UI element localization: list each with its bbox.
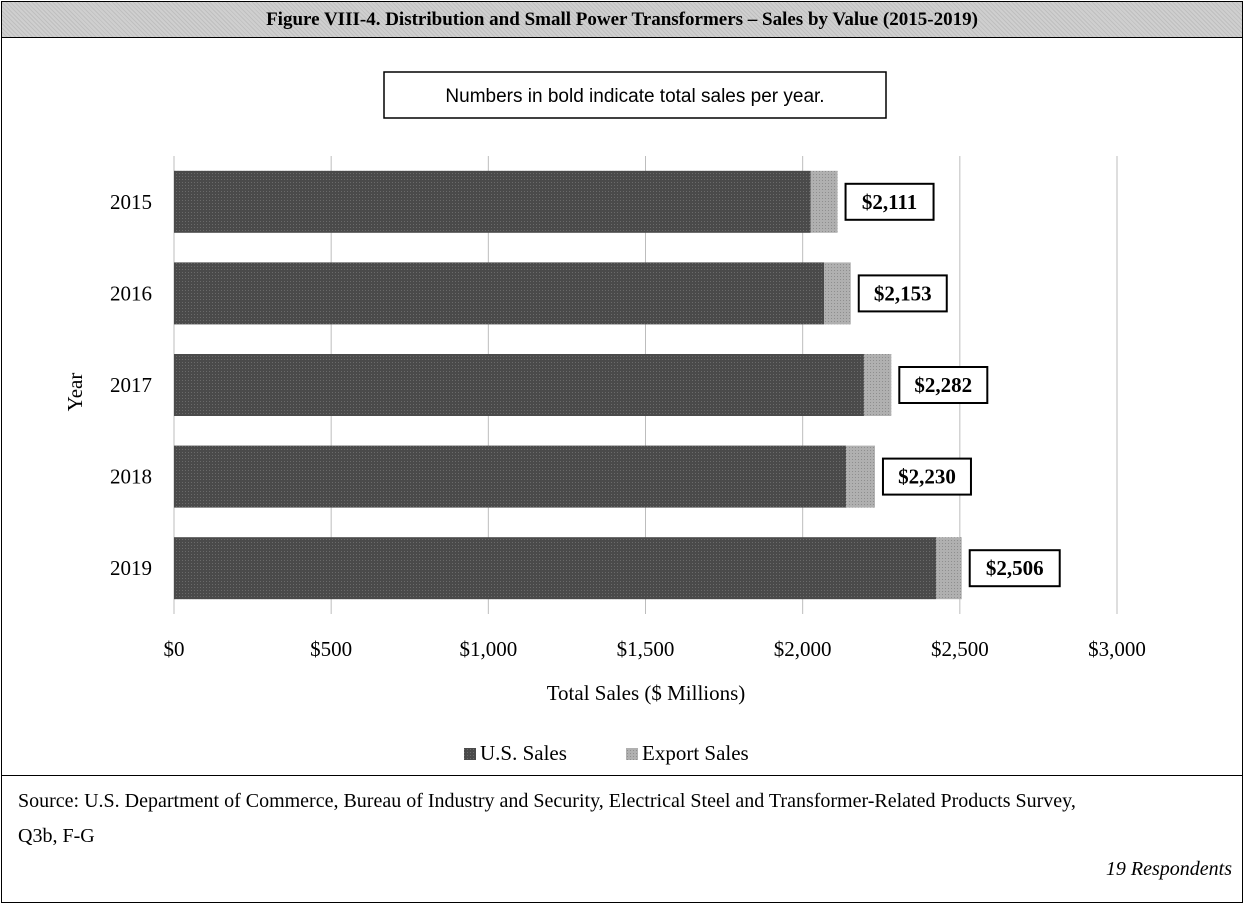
y-tick-label: 2016: [110, 281, 152, 305]
source-section: Source: U.S. Department of Commerce, Bur…: [2, 775, 1242, 904]
total-label-box: [898, 366, 989, 404]
legend-label-export-sales: Export Sales: [642, 741, 749, 765]
bar-export-sales: [846, 445, 875, 508]
x-tick-label: $2,000: [774, 637, 832, 661]
bar-us-sales: [174, 445, 847, 508]
y-tick-label: 2015: [110, 190, 152, 214]
total-label-box: [881, 457, 972, 496]
x-tick-label: $3,000: [1088, 637, 1146, 661]
note-box: [383, 71, 887, 119]
bar-us-sales: [174, 262, 825, 325]
y-tick-label: 2018: [110, 465, 152, 489]
bar-export-sales: [810, 170, 838, 233]
total-label: $2,282: [914, 373, 972, 397]
y-tick-label: 2019: [110, 556, 152, 580]
x-axis-title: Total Sales ($ Millions): [547, 681, 746, 705]
total-label: $2,506: [986, 556, 1044, 580]
total-label: $2,111: [862, 190, 917, 214]
total-label-box: [844, 182, 935, 221]
bar-export-sales: [936, 537, 962, 600]
x-tick-label: $0: [164, 637, 185, 661]
legend-swatch-us-sales: [464, 748, 476, 760]
y-axis-title: Year: [63, 373, 87, 412]
total-label: $2,153: [874, 281, 932, 305]
total-label: $2,230: [898, 465, 956, 489]
x-tick-label: $2,500: [931, 637, 989, 661]
chart: $0 $500 $1,000 $1,500 $2,000 $2,500 $3,000 2015…: [63, 71, 1146, 765]
source-text: Source: U.S. Department of Commerce, Bur…: [18, 790, 1076, 847]
bars: [174, 170, 962, 600]
bar-us-sales: [174, 170, 811, 233]
total-label-box: [857, 274, 948, 313]
note-text: Numbers in bold indicate total sales per…: [445, 86, 824, 107]
legend-label-us-sales: U.S. Sales: [480, 741, 567, 765]
bar-us-sales: [174, 354, 864, 416]
x-tick-label: $1,500: [617, 637, 675, 661]
legend: U.S. Sales Export Sales: [464, 741, 749, 765]
x-tick-label: $1,000: [459, 637, 517, 661]
bar-export-sales: [824, 262, 851, 325]
y-tick-label: 2017: [110, 373, 152, 397]
bar-us-sales: [174, 537, 937, 600]
bar-export-sales: [863, 354, 892, 416]
total-label-box: [968, 549, 1061, 588]
labels: $0 $500 $1,000 $1,500 $2,000 $2,500 $3,000 2015…: [110, 182, 1146, 661]
x-tick-label: $500: [310, 637, 352, 661]
respondents-count: 19 Respondents: [1105, 858, 1232, 880]
legend-swatch-export-sales: [626, 748, 638, 760]
figure-title: Figure VIII-4. Distribution and Small Po…: [2, 2, 1242, 38]
